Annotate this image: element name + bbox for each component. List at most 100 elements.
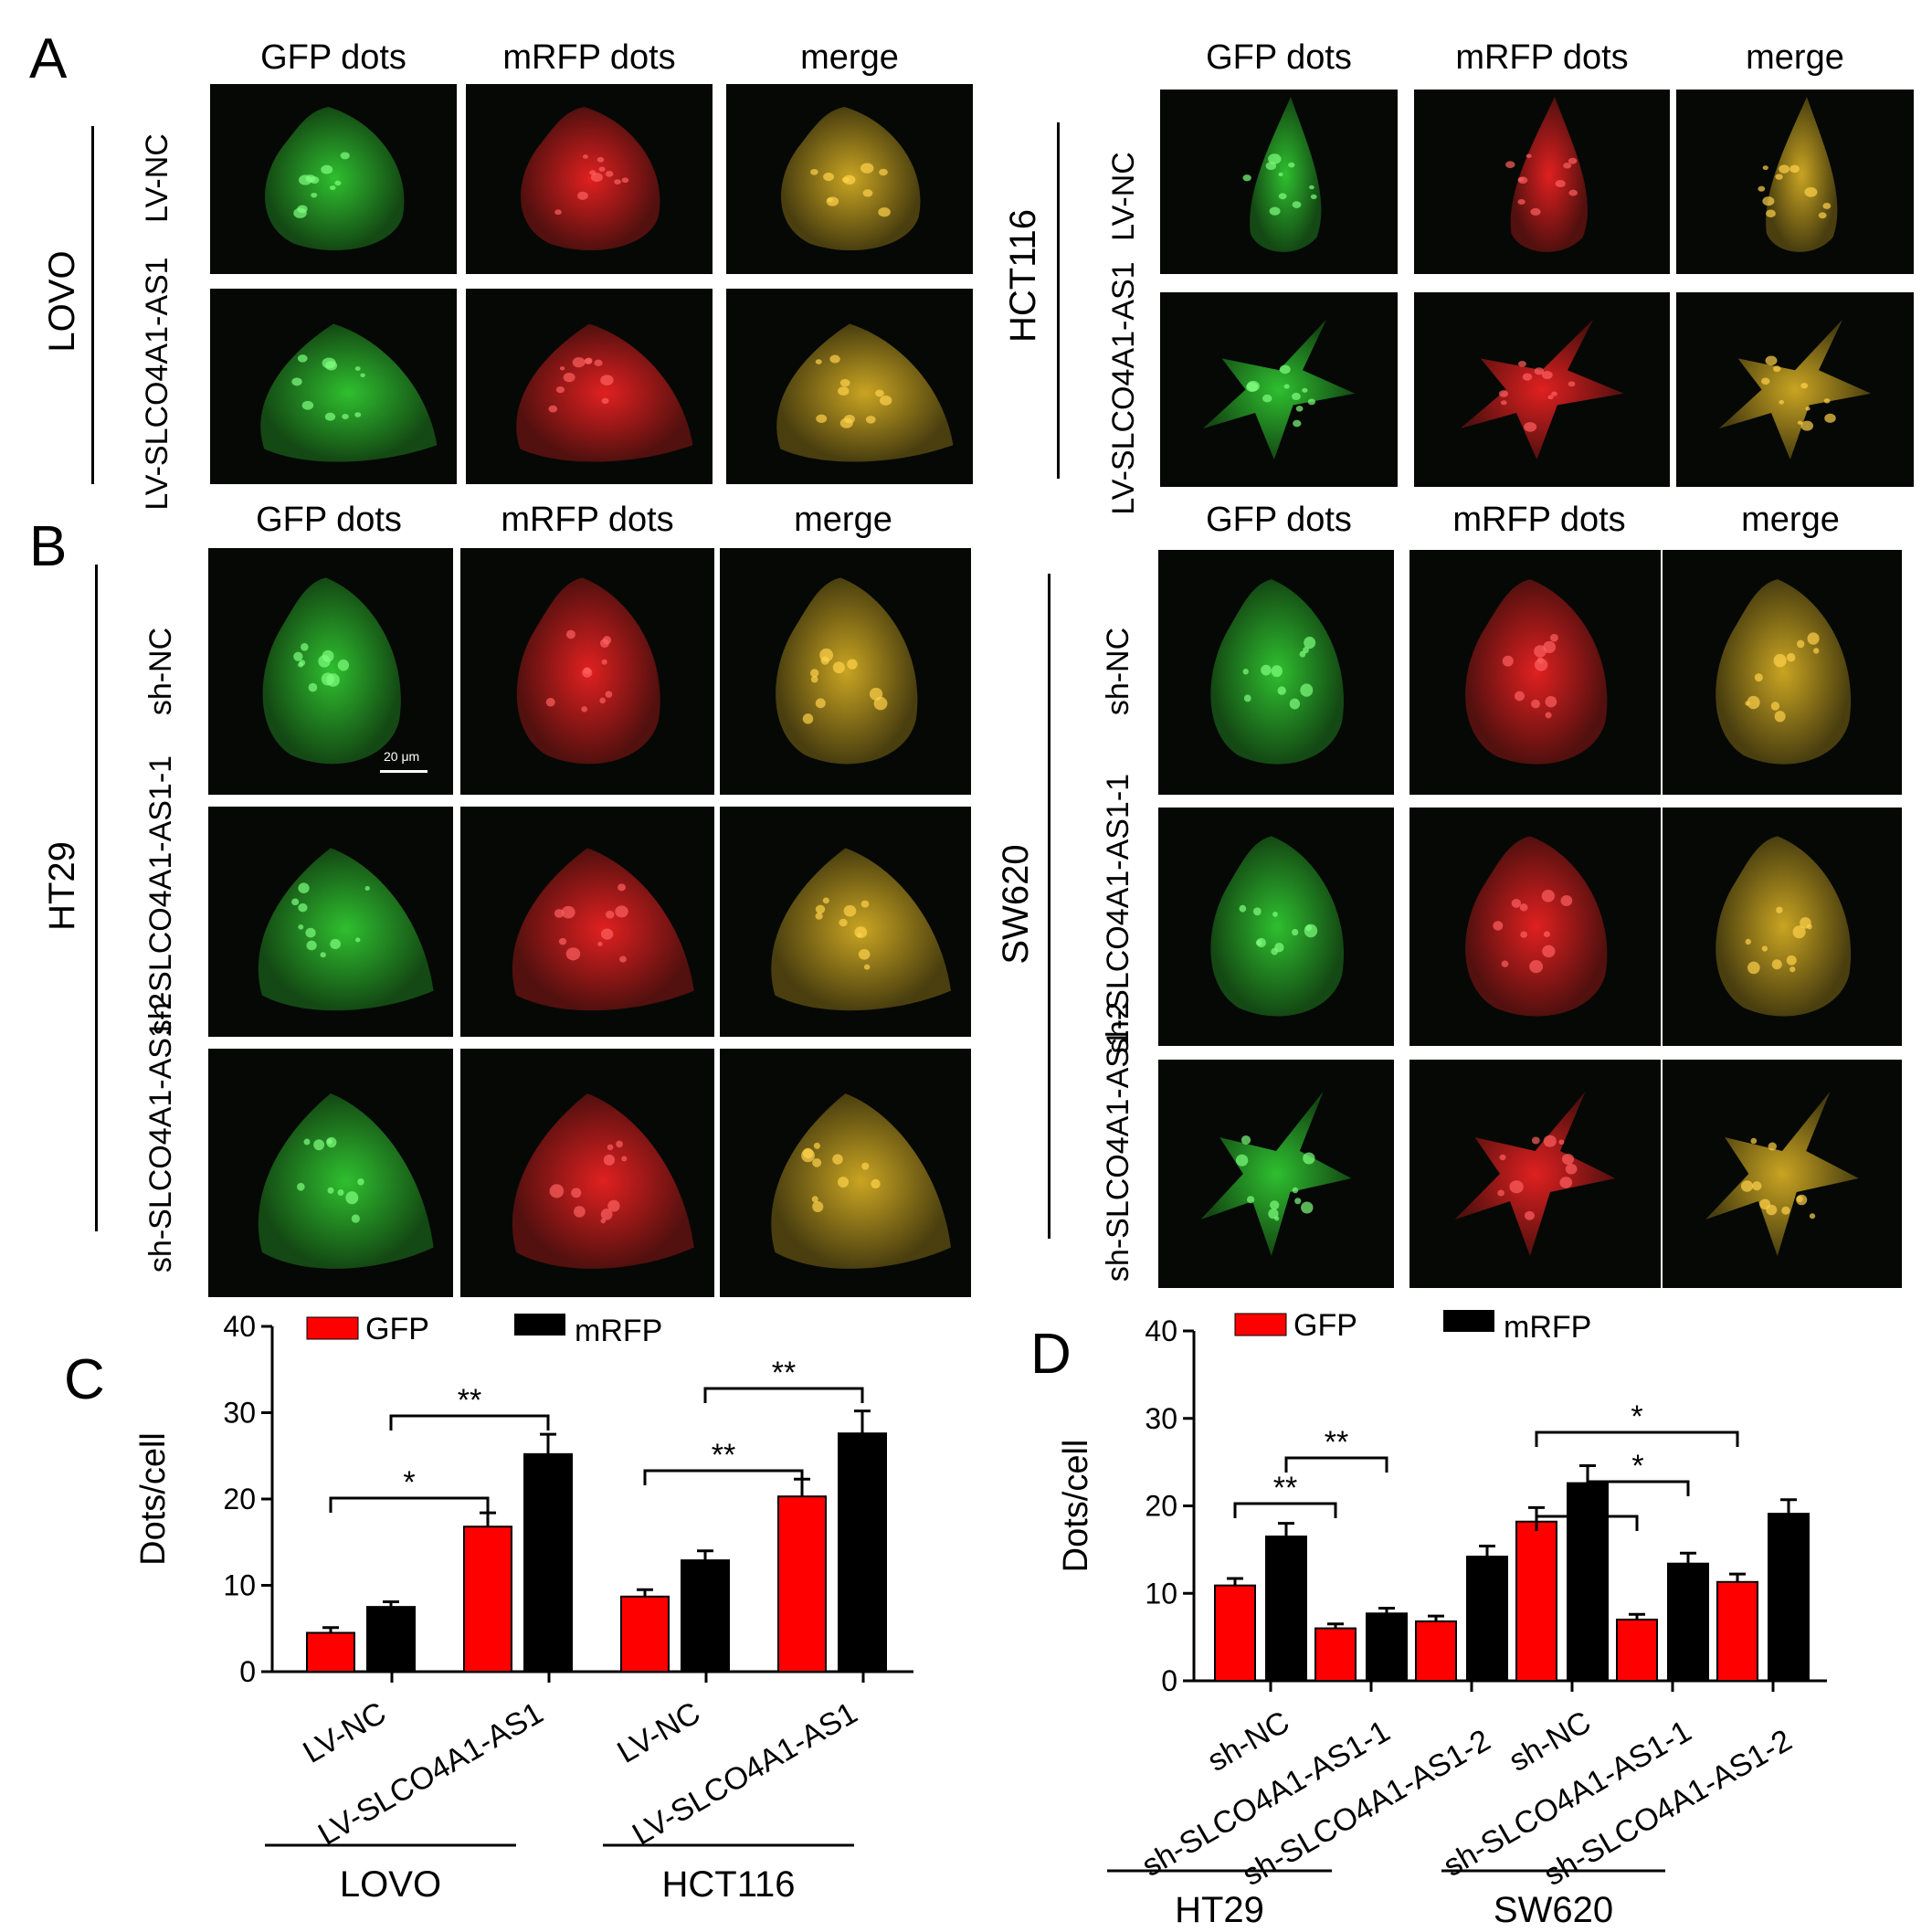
y-tick-label: 40 — [223, 1310, 256, 1343]
lovo-micrograph-mrfp — [466, 289, 713, 484]
mrfp-bar — [838, 1432, 887, 1673]
ht29-row-sh-nc: sh-NC — [143, 627, 178, 716]
mrfp-bar — [1768, 1513, 1810, 1682]
gfp-bar — [1716, 1580, 1758, 1682]
hct116-micrograph-mrfp — [1414, 292, 1670, 487]
legend-mrfp-label: mRFP — [575, 1314, 662, 1348]
panel-b-right-col-mrfp: mRFP dots — [1452, 501, 1626, 539]
significance-bracket — [643, 1469, 804, 1485]
lovo-bracket-line — [91, 126, 94, 484]
panel-a-label: A — [29, 27, 68, 90]
legend-gfp-label: GFP — [1293, 1308, 1357, 1343]
legend-gfp-label: GFP — [365, 1312, 429, 1346]
lovo-micrograph-gfp — [210, 84, 457, 274]
panel-a-right-col-merge: merge — [1746, 38, 1844, 77]
y-tick-label: 0 — [239, 1655, 256, 1688]
legend-mrfp-label: mRFP — [1504, 1310, 1591, 1345]
x-tick-label: sh-NC — [1504, 1705, 1597, 1779]
significance-bracket — [1233, 1502, 1337, 1518]
sw620-bracket-line — [1048, 574, 1050, 1239]
y-axis-label: Dots/cell — [134, 1432, 173, 1566]
lovo-row-lv-slco4a1-as1: LV-SLCO4A1-AS1 — [140, 257, 174, 511]
y-tick-label: 20 — [223, 1483, 256, 1515]
ht29-micrograph-mrfp — [460, 807, 714, 1037]
legend-gfp-swatch — [306, 1316, 359, 1340]
sw620-micrograph-merge — [1663, 1060, 1902, 1288]
sw620-micrograph-merge — [1663, 550, 1902, 795]
significance-bracket — [1284, 1456, 1388, 1473]
mrfp-bar — [366, 1606, 416, 1673]
gfp-bar — [1616, 1618, 1658, 1683]
gfp-bar — [306, 1631, 355, 1673]
significance-bracket — [1535, 1515, 1639, 1531]
sw620-micrograph-gfp — [1158, 550, 1394, 795]
legend-gfp-swatch — [1234, 1313, 1287, 1336]
mrfp-bar — [523, 1452, 573, 1673]
panel-a-left-col-gfp: GFP dots — [260, 38, 406, 77]
hct116-micrograph-mrfp — [1414, 90, 1670, 274]
group-label: LOVO — [340, 1864, 441, 1905]
ht29-micrograph-gfp — [208, 807, 453, 1037]
mrfp-bar — [1667, 1562, 1709, 1682]
chart-d: 010203040Dots/cellsh-NCsh-SLCO4A1-AS1-1s… — [1057, 1308, 1827, 1930]
hct116-bracket-line — [1057, 122, 1060, 479]
sw620-micrograph-mrfp — [1409, 1060, 1661, 1288]
y-tick-label: 0 — [1161, 1664, 1177, 1697]
x-tick-label: LV-NC — [297, 1695, 392, 1770]
significance-label: * — [1580, 1483, 1592, 1518]
significance-bracket — [1586, 1480, 1690, 1496]
hct116-micrograph-merge — [1676, 90, 1914, 274]
group-label: HCT116 — [662, 1864, 796, 1905]
sw620-cell-line-label: SW620 — [996, 844, 1036, 965]
significance-bracket — [329, 1496, 490, 1513]
ht29-bracket-line — [95, 565, 98, 1231]
y-tick-label: 20 — [1145, 1490, 1177, 1523]
legend-mrfp-swatch — [514, 1314, 565, 1336]
lovo-micrograph-merge — [726, 84, 973, 274]
scale-bar-label: 20 μm — [384, 749, 420, 764]
lovo-row-lv-nc: LV-NC — [140, 133, 174, 223]
sw620-micrograph-mrfp — [1409, 550, 1661, 795]
ht29-micrograph-gfp — [208, 548, 453, 795]
hct116-cell-line-label: HCT116 — [1003, 209, 1043, 343]
gfp-bar — [1214, 1584, 1256, 1683]
significance-label: * — [403, 1465, 415, 1500]
scale-bar — [380, 770, 428, 773]
gfp-bar — [1415, 1620, 1457, 1683]
gfp-bar — [1314, 1627, 1357, 1682]
mrfp-bar — [1265, 1536, 1307, 1683]
ht29-micrograph-merge — [720, 548, 971, 795]
panel-b-right-col-merge: merge — [1741, 501, 1840, 539]
lovo-micrograph-mrfp — [466, 84, 713, 274]
hct116-micrograph-gfp — [1160, 90, 1398, 274]
panel-d-label: D — [1030, 1323, 1072, 1386]
mrfp-bar — [1466, 1556, 1508, 1682]
gfp-bar — [620, 1595, 670, 1673]
ht29-micrograph-merge — [720, 1049, 971, 1297]
legend-mrfp-swatch — [1443, 1310, 1494, 1332]
lovo-cell-line-label: LOVO — [42, 250, 82, 353]
panel-a-left-col-merge: merge — [800, 38, 899, 77]
hct116-micrograph-merge — [1676, 292, 1914, 487]
panel-b-left-col-merge: merge — [794, 501, 892, 539]
panel-a-left-col-mrfp: mRFP dots — [502, 38, 676, 77]
panel-a-right-col-mrfp: mRFP dots — [1455, 38, 1629, 77]
mrfp-bar — [681, 1559, 730, 1673]
hct116-micrograph-gfp — [1160, 292, 1398, 487]
significance-bracket — [1535, 1431, 1739, 1447]
sw620-row-sh-2: sh-SLCO4A1-AS1-2 — [1101, 1001, 1135, 1283]
group-label: HT29 — [1175, 1890, 1264, 1930]
sw620-row-sh-nc: sh-NC — [1101, 627, 1135, 716]
significance-bracket — [389, 1414, 550, 1431]
gfp-bar — [463, 1526, 512, 1673]
group-label: SW620 — [1494, 1890, 1613, 1930]
significance-label: ** — [1273, 1471, 1297, 1505]
y-tick-label: 10 — [1145, 1577, 1177, 1610]
lovo-micrograph-merge — [726, 289, 973, 484]
lovo-micrograph-gfp — [210, 289, 457, 484]
panel-b-label: B — [29, 515, 68, 578]
significance-label: ** — [772, 1356, 796, 1390]
significance-bracket — [703, 1387, 864, 1403]
significance-label: * — [1631, 1449, 1643, 1483]
